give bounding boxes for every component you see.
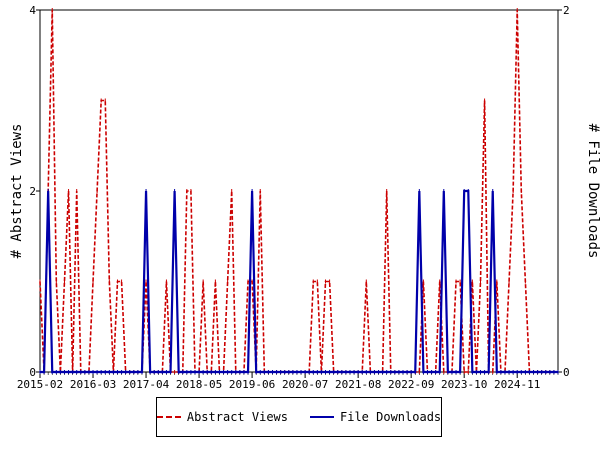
x-tick-label: 2019-06 [229,378,275,391]
x-tick-label: 2024-11 [494,378,540,391]
plot-area [39,9,559,373]
y-tick-label-left: 0 [29,366,36,379]
x-tick-label: 2022-09 [388,378,434,391]
y-tick-label-left: 4 [29,4,36,17]
legend-entry-abstract-views: Abstract Views [156,410,288,424]
legend-entry-file-downloads: File Downloads [310,410,441,424]
x-tick-label: 2023-10 [441,378,487,391]
x-tick-label: 2021-08 [335,378,381,391]
y-axis-title-right: # File Downloads [585,124,600,259]
y-axis-title-left: # Abstract Views [9,124,25,259]
legend-swatch-abstract-views [156,416,181,418]
y-tick-label-right: 2 [563,4,570,17]
chart-legend: Abstract Views File Downloads [156,397,442,437]
legend-swatch-file-downloads [310,416,334,418]
y-tick-label-left: 2 [29,185,36,198]
x-tick-label: 2020-07 [282,378,328,391]
legend-label-file-downloads: File Downloads [340,410,442,424]
x-tick-label: 2016-03 [70,378,116,391]
legend-label-abstract-views: Abstract Views [186,410,288,424]
series-line-abstract-views [39,9,558,373]
x-tick-label: 2017-04 [123,378,170,391]
series-line-file-downloads [40,189,558,374]
x-tick-label: 2015-02 [17,378,63,391]
y-tick-label-right: 0 [563,366,570,379]
x-tick-label: 2018-05 [176,378,222,391]
